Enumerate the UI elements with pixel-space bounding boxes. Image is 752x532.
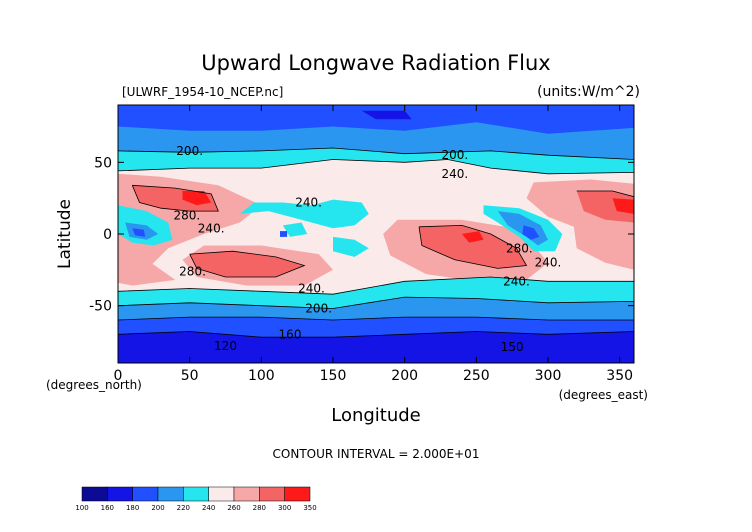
contour-label-0: 200. — [176, 144, 203, 158]
x-tick-label-2: 100 — [248, 368, 275, 384]
x-tick-label-3: 150 — [320, 368, 347, 384]
contour-line-6 — [189, 250, 306, 278]
y-tick-label-0: 50 — [94, 155, 112, 171]
contour-region-16 — [612, 198, 634, 214]
colorbar: 100 160 180 200 220 240 260 280 300 350 — [75, 486, 317, 512]
contour-line-7 — [418, 224, 528, 269]
contour-region-1 — [118, 105, 634, 134]
contour-label-7: 240. — [298, 281, 325, 295]
colorbar-label-9: 350 — [303, 504, 316, 512]
colorbar-label-8: 300 — [278, 504, 291, 512]
colorbar-swatch-7 — [259, 486, 285, 502]
contour-region-28 — [118, 277, 634, 309]
contour-label-8: 200. — [305, 302, 332, 316]
colorbar-label-2: 180 — [126, 504, 139, 512]
colorbar-label-4: 220 — [177, 504, 190, 512]
contour-fill-regions — [118, 105, 634, 363]
colorbar-swatch-2 — [132, 486, 159, 502]
contour-lines — [118, 147, 634, 338]
x-tick-label-5: 250 — [463, 368, 490, 384]
contour-label-6: 280. — [179, 264, 206, 278]
colorbar-swatch-4 — [183, 486, 209, 502]
contour-line-9 — [118, 331, 634, 338]
colorbar-label-1: 160 — [101, 504, 114, 512]
contour-region-33 — [361, 110, 412, 120]
x-tick-label-7: 350 — [606, 368, 633, 384]
contour-label-14: 150 — [501, 340, 524, 354]
contour-interval-text: CONTOUR INTERVAL = 2.000E+01 — [273, 447, 480, 461]
y-axis-ticks: 50 0 -50 — [89, 155, 634, 315]
contour-region-15 — [462, 231, 484, 243]
contour-label-13: 120 — [214, 339, 237, 353]
x-axis-ticks: 0 50 100 150 200 250 300 350 — [114, 105, 633, 384]
colorbar-swatch-1 — [107, 486, 133, 502]
x-tick-label-4: 200 — [391, 368, 418, 384]
y-tick-label-1: 0 — [103, 227, 112, 243]
contour-region-19 — [132, 228, 146, 237]
y-unit-label: (degrees_north) — [46, 378, 142, 392]
colorbar-swatch-3 — [157, 486, 184, 502]
contour-line-2 — [118, 296, 634, 309]
contour-region-31 — [118, 331, 634, 363]
contour-label-12: 160 — [279, 327, 302, 341]
colorbar-label-6: 260 — [227, 504, 240, 512]
x-tick-label-6: 300 — [535, 368, 562, 384]
x-tick-label-1: 50 — [181, 368, 199, 384]
contour-region-14 — [182, 191, 212, 206]
contour-region-25 — [282, 222, 308, 237]
contour-region-6 — [118, 236, 176, 286]
contour-region-10 — [189, 251, 305, 277]
colorbar-swatch-5 — [208, 486, 235, 502]
colorbar-label-5: 240 — [202, 504, 215, 512]
contour-region-23 — [239, 199, 369, 229]
contour-label-1: 200. — [441, 148, 468, 162]
contour-line-5 — [131, 184, 219, 212]
contour-region-24 — [333, 236, 369, 257]
colorbar-label-7: 280 — [253, 504, 266, 512]
contour-labels: 200. 200.240.280.240.240.280.240.200.280.… — [173, 144, 561, 354]
contour-label-4: 240. — [295, 195, 322, 209]
units-label: (units:W/m^2) — [537, 84, 640, 100]
contour-line-0 — [118, 159, 634, 175]
colorbar-swatch-6 — [233, 486, 260, 502]
contour-region-29 — [118, 297, 634, 320]
contour-line-4 — [118, 147, 634, 160]
y-tick-label-2: -50 — [89, 299, 112, 315]
contour-line-1 — [118, 276, 634, 295]
contour-label-3: 280. — [173, 208, 200, 222]
contour-label-2: 240. — [441, 167, 468, 181]
contour-label-10: 240. — [535, 256, 562, 270]
x-axis-label: Longitude — [331, 405, 421, 426]
x-unit-label: (degrees_east) — [559, 388, 648, 402]
dataset-filename: [ULWRF_1954-10_NCEP.nc] — [122, 85, 283, 99]
contour-label-11: 240. — [503, 274, 530, 288]
y-axis-label: Latitude — [55, 199, 75, 269]
contour-line-8 — [576, 190, 634, 198]
contour-label-5: 240. — [198, 221, 225, 235]
colorbar-label-3: 200 — [151, 504, 164, 512]
contour-region-27 — [247, 219, 262, 232]
contour-label-9: 280. — [506, 241, 533, 255]
contour-line-3 — [118, 316, 634, 321]
colorbar-label-0: 100 — [75, 504, 88, 512]
colorbar-swatch-0 — [81, 486, 108, 502]
contour-region-13 — [493, 248, 523, 269]
x-tick-label-0: 0 — [114, 368, 123, 384]
chart-title: Upward Longwave Radiation Flux — [201, 51, 550, 75]
colorbar-swatch-8 — [284, 486, 311, 502]
contour-region-22 — [522, 225, 540, 240]
contour-region-26 — [280, 231, 288, 237]
